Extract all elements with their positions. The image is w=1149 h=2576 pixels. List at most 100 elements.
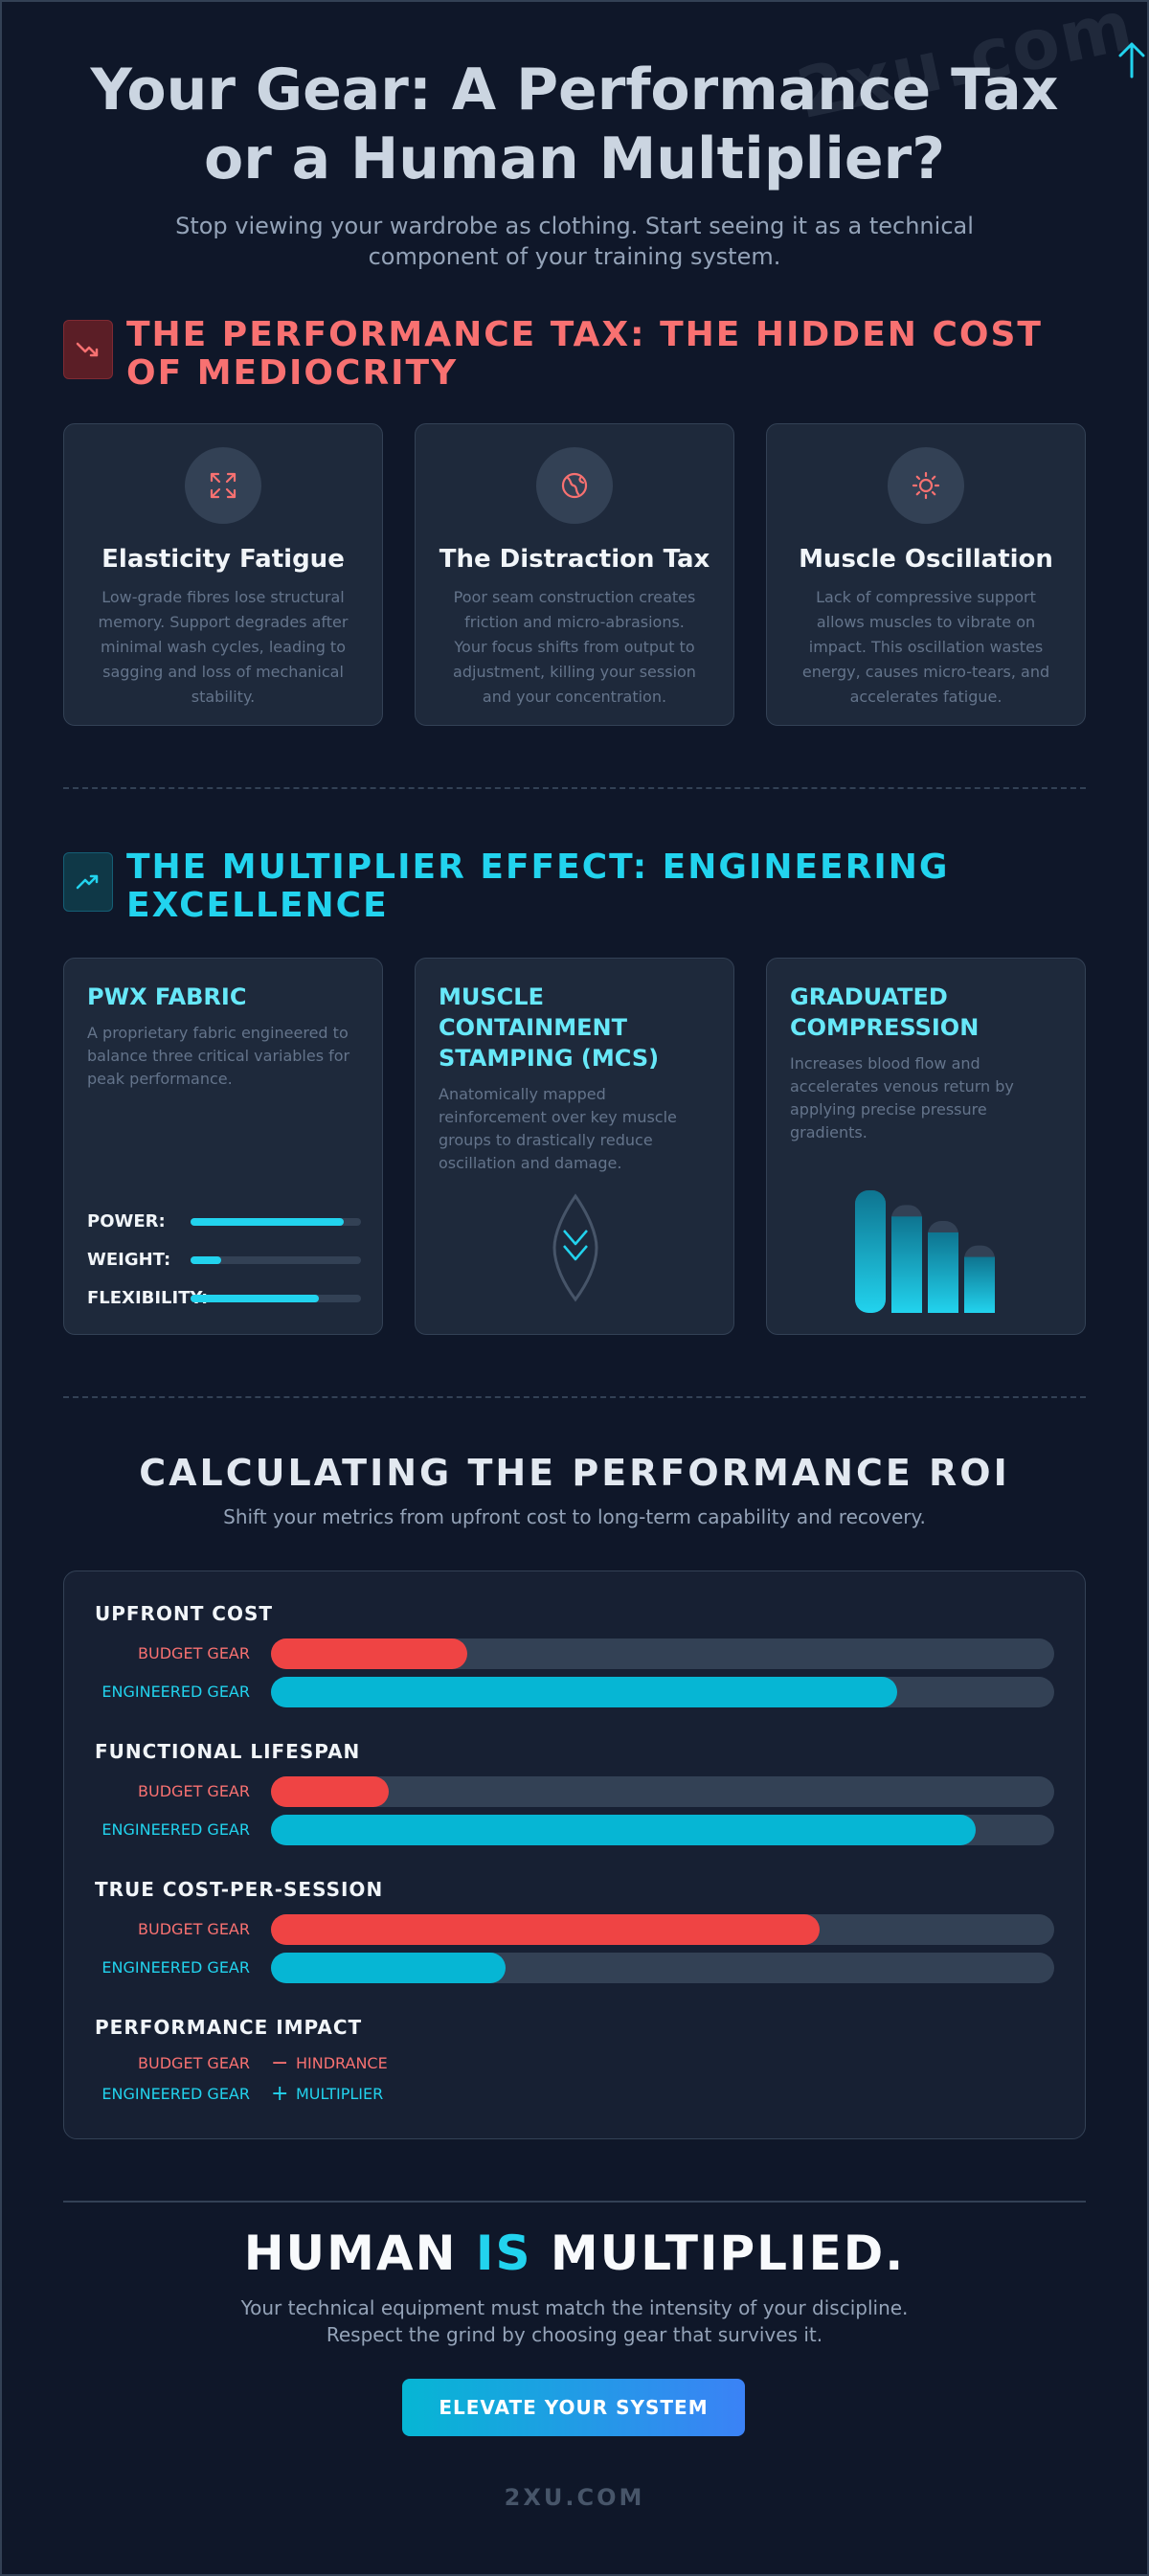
compression-gradient-icon bbox=[855, 1190, 995, 1313]
impact-text: MULTIPLIER bbox=[296, 2085, 384, 2103]
mult-card-mcs: MUSCLE CONTAINMENT STAMPING (MCS) Anatom… bbox=[415, 958, 734, 1335]
bar-track bbox=[271, 1953, 1054, 1983]
footer-brand-link[interactable]: 2XU.COM bbox=[504, 2484, 645, 2511]
page-title: Your Gear: A Performance Tax or a Human … bbox=[90, 56, 1059, 192]
tax-card-elasticity: Elasticity Fatigue Low-grade fibres lose… bbox=[63, 423, 383, 726]
budget-bar bbox=[271, 1638, 467, 1669]
bar-track bbox=[271, 1677, 1054, 1707]
roi-subtitle: Shift your metrics from upfront cost to … bbox=[223, 1505, 926, 1528]
roi-title: CALCULATING THE PERFORMANCE ROI bbox=[139, 1452, 1010, 1494]
mult-card-compression: GRADUATED COMPRESSION Increases blood fl… bbox=[766, 958, 1086, 1335]
budget-bar-row: BUDGET GEAR bbox=[64, 1776, 1087, 1807]
performance-tax-header: THE PERFORMANCE TAX: THE HIDDEN COST OF … bbox=[63, 316, 1084, 393]
metric-title: PERFORMANCE IMPACT bbox=[95, 2016, 363, 2039]
closing-line: Respect the grind by choosing gear that … bbox=[326, 2323, 823, 2346]
closing-line: Your technical equipment must match the … bbox=[240, 2296, 909, 2319]
trending-down-icon bbox=[63, 320, 113, 379]
engineered-bar-row: ENGINEERED GEAR bbox=[64, 1815, 1087, 1845]
budget-label: BUDGET GEAR bbox=[138, 2054, 250, 2072]
meter-fill bbox=[191, 1294, 319, 1302]
meter-fill bbox=[191, 1255, 222, 1264]
mult-card-body: Increases blood flow and accelerates ven… bbox=[790, 1054, 1014, 1141]
meter-flexibility: FLEXIBILITY: bbox=[87, 1288, 361, 1308]
muscle-chevron-icon bbox=[552, 1193, 598, 1302]
multiplier-title: THE MULTIPLIER EFFECT: ENGINEERING EXCEL… bbox=[126, 847, 950, 925]
bar-track bbox=[271, 1914, 1054, 1945]
mult-card-title: PWX FABRIC bbox=[87, 983, 247, 1010]
sun-vibration-icon bbox=[888, 447, 964, 524]
compression-bar bbox=[891, 1216, 922, 1313]
roi-header: CALCULATING THE PERFORMANCE ROI Shift yo… bbox=[0, 1452, 1149, 1528]
tax-card-oscillation: Muscle Oscillation Lack of compressive s… bbox=[766, 423, 1086, 726]
tax-card-title: The Distraction Tax bbox=[439, 545, 710, 574]
budget-label: BUDGET GEAR bbox=[138, 1782, 250, 1800]
meter-label: WEIGHT: bbox=[87, 1250, 171, 1270]
metric-title: UPFRONT COST bbox=[95, 1602, 274, 1625]
impact-text: HINDRANCE bbox=[296, 2054, 388, 2072]
budget-bar-row: BUDGET GEAR bbox=[64, 1638, 1087, 1669]
metric-title: TRUE COST-PER-SESSION bbox=[95, 1878, 384, 1901]
tax-card-body: Poor seam construction creates friction … bbox=[453, 588, 696, 706]
closing-divider bbox=[63, 2201, 1086, 2203]
closing-title-accent: IS bbox=[475, 2226, 532, 2281]
compression-bar bbox=[928, 1232, 958, 1313]
section-divider bbox=[63, 1396, 1086, 1398]
tax-card-body: Low-grade fibres lose structural memory.… bbox=[98, 588, 349, 706]
meter-track bbox=[191, 1217, 361, 1226]
tax-card-title: Muscle Oscillation bbox=[799, 545, 1053, 574]
engineered-bar bbox=[271, 1953, 507, 1983]
budget-label: BUDGET GEAR bbox=[138, 1920, 250, 1938]
engineered-label: ENGINEERED GEAR bbox=[101, 1683, 250, 1701]
section-divider bbox=[63, 787, 1086, 789]
budget-label: BUDGET GEAR bbox=[138, 1644, 250, 1662]
tax-card-title: Elasticity Fatigue bbox=[101, 545, 345, 574]
engineered-bar bbox=[271, 1677, 898, 1707]
engineered-bar-row: ENGINEERED GEAR bbox=[64, 1677, 1087, 1707]
metric-title: FUNCTIONAL LIFESPAN bbox=[95, 1740, 361, 1763]
meter-fill bbox=[191, 1217, 345, 1226]
page-subtitle: Stop viewing your wardrobe as clothing. … bbox=[175, 213, 974, 270]
tax-card-body: Lack of compressive support allows muscl… bbox=[801, 588, 1050, 706]
expand-arrows-icon bbox=[185, 447, 261, 524]
mult-card-pwx: PWX FABRIC A proprietary fabric engineer… bbox=[63, 958, 383, 1335]
meter-track bbox=[191, 1294, 361, 1302]
tax-card-distraction: The Distraction Tax Poor seam constructi… bbox=[415, 423, 734, 726]
scroll-top-arrow-icon[interactable] bbox=[1115, 38, 1149, 80]
performance-tax-title: THE PERFORMANCE TAX: THE HIDDEN COST OF … bbox=[126, 315, 1043, 393]
meter-track bbox=[191, 1255, 361, 1264]
meter-label: FLEXIBILITY: bbox=[87, 1288, 209, 1308]
mult-card-body: Anatomically mapped reinforcement over k… bbox=[439, 1085, 677, 1172]
meter-power: POWER: bbox=[87, 1211, 361, 1232]
bar-track bbox=[271, 1815, 1054, 1845]
globe-friction-icon bbox=[536, 447, 613, 524]
engineered-impact-row: ENGINEERED GEAR + MULTIPLIER bbox=[64, 2081, 1087, 2108]
budget-bar-row: BUDGET GEAR bbox=[64, 1914, 1087, 1945]
bar-track bbox=[271, 1638, 1054, 1669]
engineered-bar bbox=[271, 1815, 977, 1845]
meter-weight: WEIGHT: bbox=[87, 1250, 361, 1270]
budget-bar bbox=[271, 1914, 820, 1945]
engineered-label: ENGINEERED GEAR bbox=[101, 1820, 250, 1839]
closing-title-part: MULTIPLIED. bbox=[531, 2226, 906, 2281]
mult-card-body: A proprietary fabric engineered to balan… bbox=[87, 1024, 350, 1088]
closing-title-part: HUMAN bbox=[243, 2226, 476, 2281]
closing-title: HUMAN IS MULTIPLIED. bbox=[0, 2226, 1149, 2281]
trending-up-icon bbox=[63, 852, 113, 912]
budget-bar bbox=[271, 1776, 389, 1807]
minus-icon: − bbox=[271, 2051, 289, 2075]
engineered-label: ENGINEERED GEAR bbox=[101, 2085, 250, 2103]
closing-text: Your technical equipment must match the … bbox=[0, 2294, 1149, 2348]
meter-label: POWER: bbox=[87, 1211, 166, 1232]
budget-impact-row: BUDGET GEAR − HINDRANCE bbox=[64, 2050, 1087, 2077]
plus-icon: + bbox=[271, 2082, 289, 2106]
elevate-system-button[interactable]: ELEVATE YOUR SYSTEM bbox=[402, 2379, 745, 2436]
bar-track bbox=[271, 1776, 1054, 1807]
hindrance-value: − HINDRANCE bbox=[271, 2050, 388, 2077]
multiplier-header: THE MULTIPLIER EFFECT: ENGINEERING EXCEL… bbox=[63, 848, 1084, 925]
engineered-label: ENGINEERED GEAR bbox=[101, 1958, 250, 1977]
compression-bar bbox=[855, 1190, 886, 1313]
closing-section: HUMAN IS MULTIPLIED. Your technical equi… bbox=[0, 2226, 1149, 2348]
compression-bar bbox=[964, 1256, 995, 1313]
multiplier-value: + MULTIPLIER bbox=[271, 2081, 383, 2108]
mult-card-title: MUSCLE CONTAINMENT STAMPING (MCS) bbox=[439, 983, 660, 1072]
